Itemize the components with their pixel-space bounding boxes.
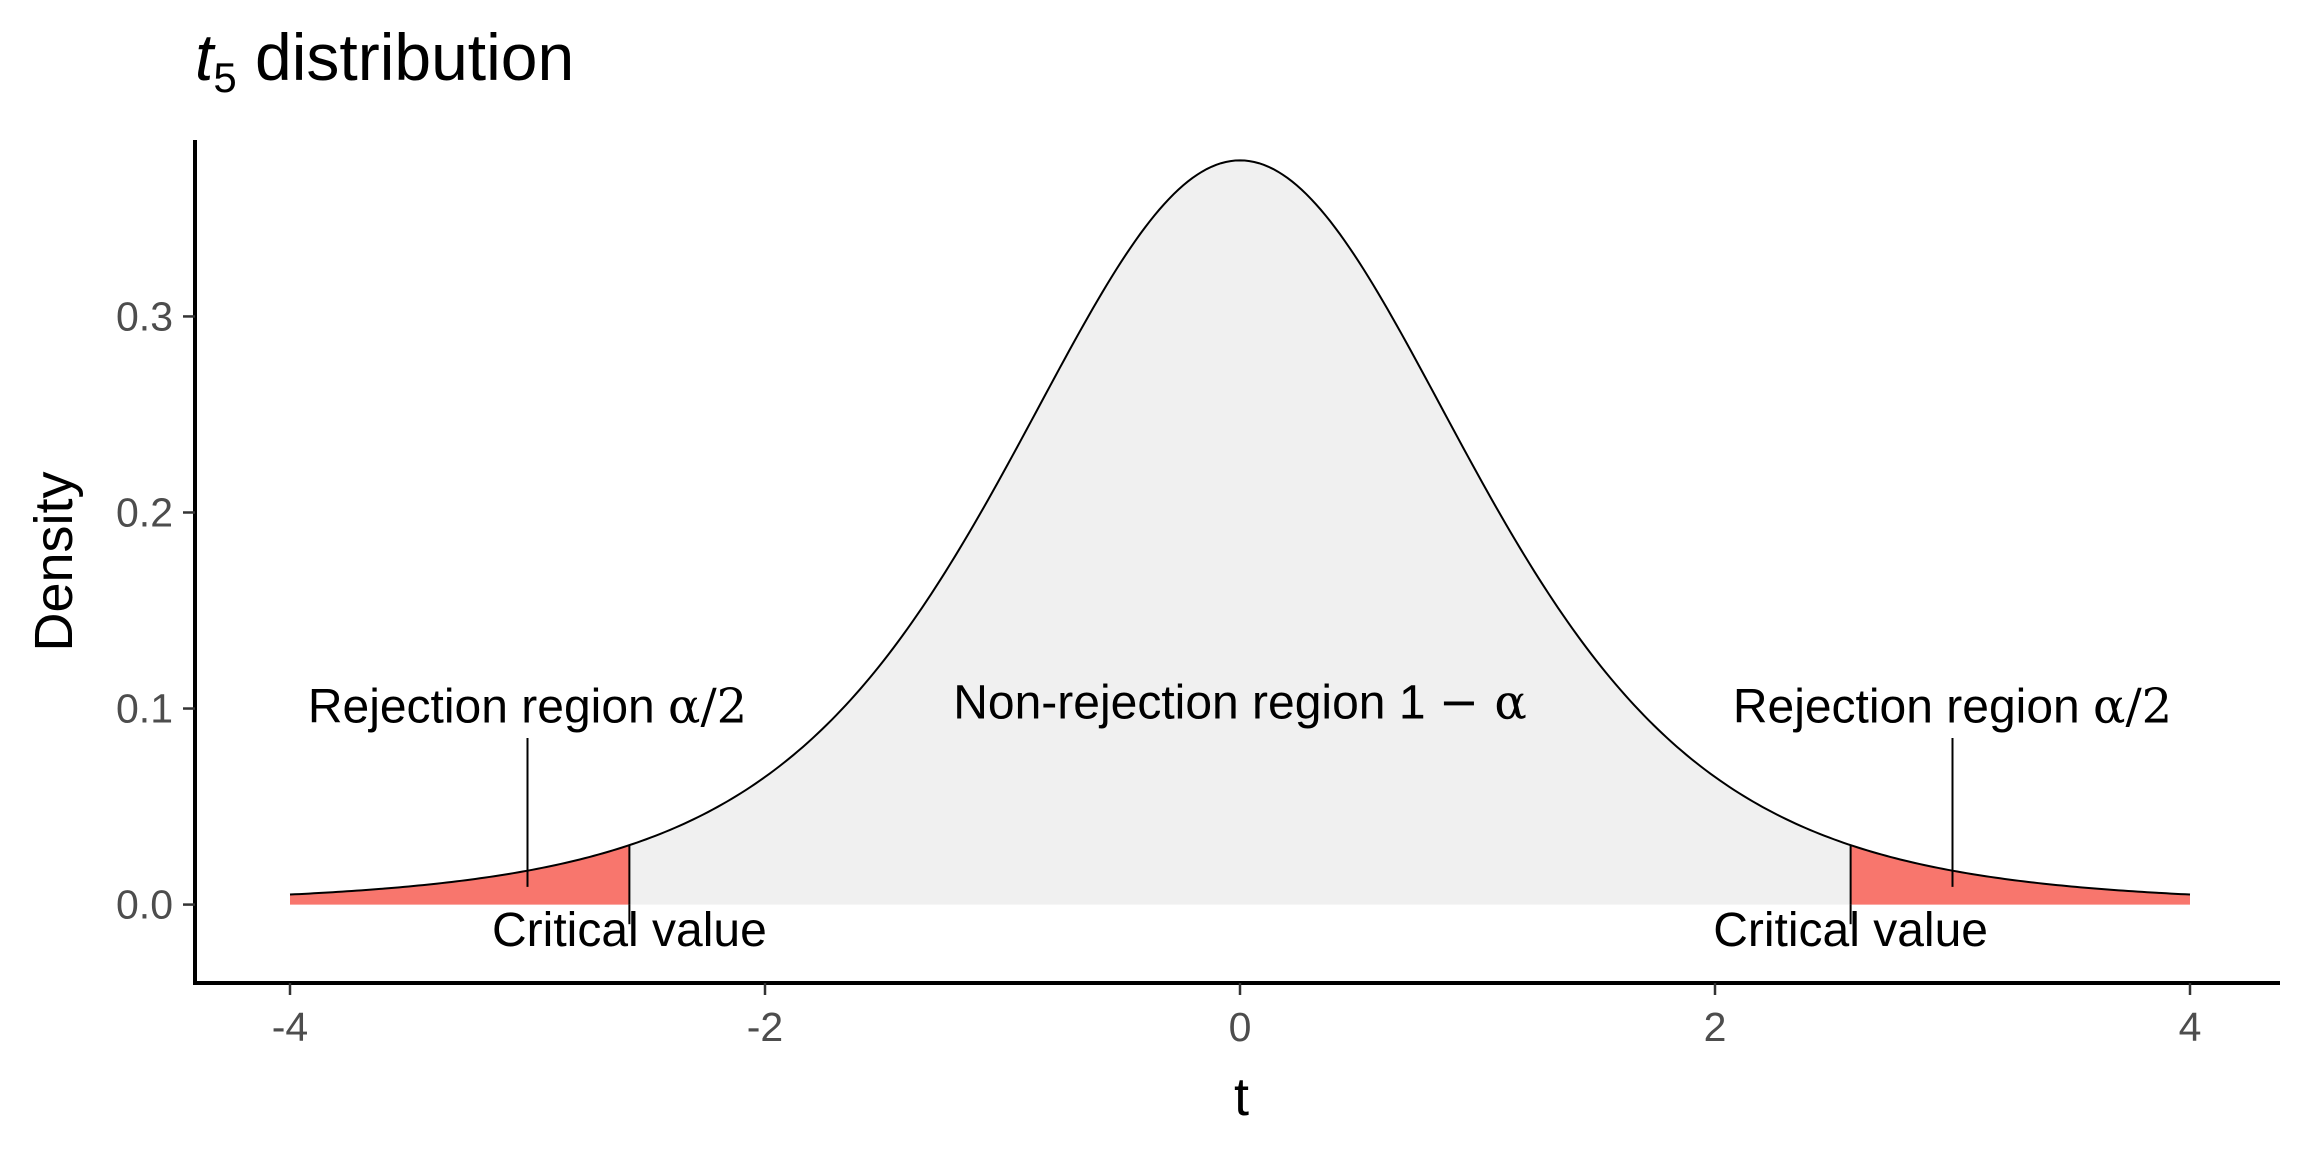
- y-tick-label: 0.2: [116, 489, 173, 535]
- region-rejection-left: [290, 845, 630, 905]
- x-tick-label: 4: [2179, 1004, 2202, 1050]
- non-rejection-label: Non-rejection region 1 − α: [953, 674, 1527, 730]
- y-axis-title: Density: [24, 471, 84, 651]
- y-tick-label: 0.3: [116, 293, 173, 339]
- x-axis-title: t: [1234, 1067, 1249, 1127]
- rejection-left-label-symbol: α/2: [668, 678, 747, 734]
- non-rejection-label-text: Non-rejection region 1: [953, 676, 1439, 729]
- annotations: Rejection region α/2 Rejection region α/2…: [308, 674, 2172, 956]
- rejection-right-label: Rejection region α/2: [1733, 678, 2172, 734]
- rejection-right-label-text: Rejection region: [1733, 680, 2093, 733]
- critical-right-label-text: Critical value: [1713, 904, 1988, 957]
- x-tick-label: -2: [747, 1004, 783, 1050]
- critical-right-label: Critical value: [1713, 904, 1988, 957]
- title-variable: t: [195, 20, 216, 94]
- rejection-left-label-text: Rejection region: [308, 680, 668, 733]
- region-rejection-right: [1850, 845, 2190, 905]
- critical-left-label-text: Critical value: [492, 904, 767, 957]
- density-curve: [289, 159, 2191, 896]
- rejection-left-label: Rejection region α/2: [308, 678, 747, 734]
- non-rejection-label-symbol: − α: [1439, 674, 1527, 730]
- x-tick-label: 2: [1704, 1004, 1727, 1050]
- x-tick-label: -4: [272, 1004, 308, 1050]
- title-subscript: 5: [213, 54, 236, 101]
- axes: 0.0 0.1 0.2 0.3 -4 -2 0 2 4 t Density: [24, 140, 2280, 1127]
- plot-area: [289, 159, 2191, 905]
- title-text: distribution: [237, 20, 575, 94]
- y-tick-label: 0.1: [116, 686, 173, 732]
- critical-left-label: Critical value: [492, 904, 767, 957]
- rejection-right-label-symbol: α/2: [2093, 678, 2172, 734]
- region-non-rejection: [629, 160, 1851, 905]
- chart-title: t5 distribution: [195, 20, 574, 101]
- x-tick-label: 0: [1229, 1004, 1252, 1050]
- y-tick-label: 0.0: [116, 882, 173, 928]
